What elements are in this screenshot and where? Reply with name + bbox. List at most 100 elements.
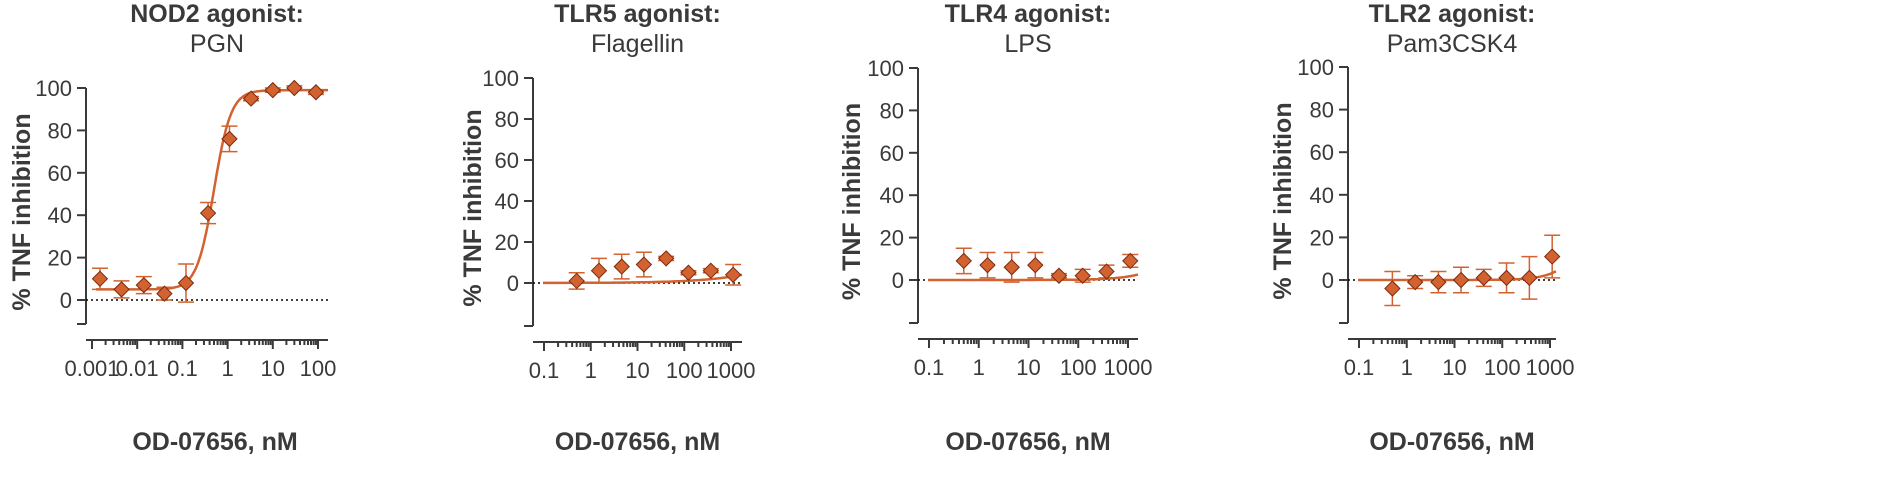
data-point <box>199 204 217 222</box>
x-tick-label: 100 <box>300 356 337 381</box>
y-tick-label: 60 <box>495 148 519 173</box>
chart-subtitle: LPS <box>1004 30 1051 58</box>
y-tick-label: 20 <box>880 226 904 251</box>
data-point <box>724 266 742 284</box>
data-point <box>1384 280 1401 297</box>
y-tick-label: 80 <box>48 118 72 143</box>
data-point <box>221 130 238 148</box>
y-axis-label: % TNF inhibition <box>8 113 36 310</box>
y-tick-label: 60 <box>1310 140 1334 165</box>
x-tick-label: 1000 <box>707 358 756 383</box>
x-tick-label: 1 <box>221 356 233 381</box>
data-point <box>680 264 697 281</box>
data-point <box>1498 269 1515 287</box>
data-point <box>177 274 195 292</box>
y-tick-label: 60 <box>880 141 904 166</box>
x-tick-label: 0.1 <box>914 355 945 380</box>
fit-curve <box>928 273 1139 282</box>
y-tick-label: 100 <box>867 56 904 81</box>
y-tick-label: 100 <box>35 76 72 101</box>
y-tick-label: 100 <box>1297 55 1334 80</box>
chart-panel-3: TLR4 agonist:LPS 0 20 40 60 80 100 0.1 1 10 100 100… <box>838 0 1152 456</box>
data-point <box>156 285 173 302</box>
x-tick-label: 100 <box>1060 355 1097 380</box>
chart-subtitle: PGN <box>190 30 244 58</box>
data-point <box>613 258 630 275</box>
y-tick-label: 0 <box>1322 268 1334 293</box>
data-point <box>590 262 608 279</box>
data-point <box>264 81 282 99</box>
data-point <box>242 90 260 107</box>
x-tick-label: 10 <box>625 358 649 383</box>
chart-title: NOD2 agonist: <box>130 0 304 28</box>
y-tick-label: 60 <box>48 161 72 186</box>
data-point <box>1543 248 1561 265</box>
data-point <box>702 262 720 279</box>
chart-subtitle: Flagellin <box>591 30 684 58</box>
x-tick-label: 100 <box>1484 355 1521 380</box>
data-point <box>979 256 996 274</box>
data-point <box>657 250 675 267</box>
data-point <box>1475 269 1492 287</box>
x-tick-label: 1 <box>1401 355 1413 380</box>
chart-title: TLR5 agonist: <box>554 0 721 28</box>
x-tick-label: 10 <box>1442 355 1466 380</box>
data-point <box>1098 263 1115 280</box>
x-tick-label: 0.01 <box>116 356 159 381</box>
data-point <box>135 276 153 294</box>
y-tick-label: 40 <box>1310 183 1334 208</box>
data-point <box>113 281 130 298</box>
data-point <box>1452 271 1470 289</box>
chart-title: TLR4 agonist: <box>945 0 1112 28</box>
x-tick-label: 0.001 <box>64 356 119 381</box>
data-point <box>568 272 585 290</box>
chart-title: TLR2 agonist: <box>1369 0 1536 28</box>
y-tick-label: 80 <box>1310 98 1334 123</box>
y-tick-label: 100 <box>482 66 519 91</box>
y-tick-label: 0 <box>892 268 904 293</box>
y-tick-label: 40 <box>880 183 904 208</box>
y-tick-label: 0 <box>60 288 72 313</box>
chart-panel-4: TLR2 agonist:Pam3CSK4 0 20 40 60 80 100 0.1 1 10 1… <box>1269 0 1574 456</box>
data-point <box>91 270 109 288</box>
y-axis-label: % TNF inhibition <box>838 103 866 300</box>
x-tick-label: 0.1 <box>1344 355 1375 380</box>
y-axis-label: % TNF inhibition <box>459 109 487 306</box>
x-axis-label: OD-07656, nM <box>555 428 720 456</box>
x-tick-label: 1 <box>973 355 985 380</box>
data-point <box>1122 252 1139 270</box>
y-tick-label: 0 <box>507 271 519 296</box>
data-point <box>307 84 325 101</box>
data-point <box>955 252 972 270</box>
y-tick-label: 40 <box>495 189 519 214</box>
y-tick-label: 20 <box>1310 225 1334 250</box>
x-tick-label: 10 <box>261 356 285 381</box>
data-point <box>1003 259 1020 276</box>
y-tick-label: 20 <box>495 230 519 255</box>
x-axis-label: OD-07656, nM <box>132 428 297 456</box>
x-tick-label: 0.1 <box>529 358 560 383</box>
data-point <box>1027 256 1044 274</box>
data-point <box>1430 273 1447 291</box>
x-tick-label: 1 <box>585 358 597 383</box>
chart-subtitle: Pam3CSK4 <box>1387 30 1518 58</box>
x-tick-label: 1000 <box>1104 355 1153 380</box>
data-point <box>635 256 653 273</box>
x-axis-label: OD-07656, nM <box>945 428 1110 456</box>
x-tick-label: 0.1 <box>167 356 198 381</box>
y-tick-label: 20 <box>48 246 72 271</box>
x-tick-label: 10 <box>1016 355 1040 380</box>
data-point <box>1050 267 1068 284</box>
x-axis-label: OD-07656, nM <box>1369 428 1534 456</box>
fit-curve <box>96 88 328 291</box>
x-tick-label: 1000 <box>1526 355 1575 380</box>
data-point <box>286 79 303 97</box>
data-point <box>1406 273 1424 291</box>
y-tick-label: 80 <box>880 98 904 123</box>
y-tick-label: 80 <box>495 107 519 132</box>
data-point <box>1074 267 1091 284</box>
x-tick-label: 100 <box>666 358 703 383</box>
data-point <box>1521 269 1538 287</box>
